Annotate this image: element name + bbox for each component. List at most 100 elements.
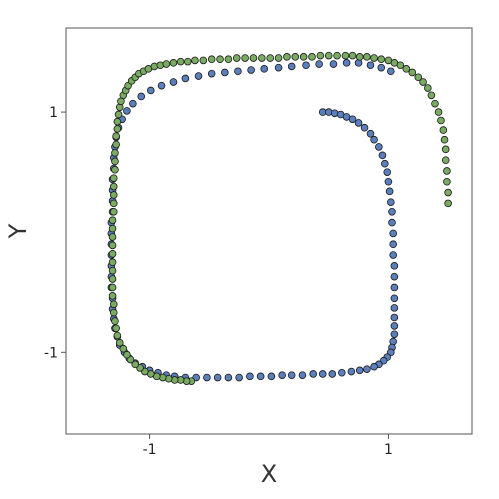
- series-2-point: [308, 53, 316, 61]
- series-2-point: [111, 317, 119, 325]
- series-2-point: [112, 140, 120, 149]
- series-2-point: [431, 99, 439, 108]
- series-1-point: [354, 119, 363, 127]
- series-2-point: [443, 177, 451, 186]
- x-tick-label: 1: [384, 442, 393, 458]
- series-2-point: [266, 54, 274, 62]
- series-1-point: [256, 372, 265, 381]
- series-1-point: [137, 92, 146, 101]
- series-2-point: [162, 60, 171, 68]
- series-2-point: [123, 350, 131, 359]
- series-2-point: [184, 57, 192, 66]
- series-2-point: [108, 258, 117, 267]
- series-2-point: [419, 78, 427, 86]
- series-1-point: [360, 123, 369, 132]
- y-axis-title: Y: [4, 223, 32, 239]
- series-1-point: [370, 135, 378, 144]
- series-2-point: [341, 51, 350, 60]
- series-2-point: [112, 324, 120, 333]
- series-1-point: [384, 177, 393, 186]
- series-2-point: [108, 275, 117, 283]
- y-tick-label: 1: [49, 105, 58, 121]
- series-2-point: [441, 156, 450, 164]
- series-2-point: [224, 55, 233, 64]
- series-2-point: [108, 266, 117, 275]
- series-2-point: [199, 56, 208, 65]
- series-1-point: [298, 371, 307, 379]
- series-2-point: [283, 53, 291, 61]
- series-2-point: [232, 54, 241, 62]
- series-2-point: [119, 344, 128, 353]
- series-1-point: [234, 67, 242, 76]
- series-1-point: [278, 371, 286, 379]
- y-tick-label: -1: [44, 345, 58, 361]
- series-2-point: [299, 53, 308, 61]
- series-2-point: [207, 55, 216, 64]
- series-1-point: [235, 373, 243, 382]
- series-1-point: [388, 207, 396, 216]
- series-2-point: [408, 68, 417, 77]
- series-1-point: [363, 365, 371, 373]
- series-2-point: [115, 338, 124, 347]
- series-1-point: [386, 198, 395, 206]
- series-1-point: [181, 74, 190, 83]
- series-2-point: [109, 199, 118, 208]
- series-1-point: [390, 330, 399, 339]
- series-1-point: [203, 373, 211, 382]
- series-1-point: [354, 59, 363, 67]
- series-2-point: [216, 55, 224, 64]
- series-2-point: [191, 56, 199, 65]
- series-2-point: [131, 360, 140, 369]
- series-1-point: [378, 151, 387, 160]
- series-2-point: [437, 116, 445, 125]
- series-2-point: [444, 188, 452, 197]
- series-1-point: [370, 362, 378, 371]
- series-2-point: [109, 300, 118, 309]
- series-2-point: [440, 135, 449, 144]
- series-1-point: [315, 60, 323, 68]
- series-2-point: [176, 57, 185, 66]
- series-2-point: [333, 51, 341, 60]
- series-2-point: [377, 55, 386, 64]
- series-1-point: [213, 373, 222, 382]
- series-1-point: [366, 129, 375, 138]
- series-1-point: [267, 372, 276, 381]
- series-2-point: [274, 54, 283, 62]
- series-1-point: [123, 107, 131, 115]
- series-2-point: [439, 126, 448, 134]
- series-1-point: [381, 159, 389, 168]
- series-2-point: [316, 51, 325, 60]
- series-2-point: [414, 73, 423, 82]
- series-1-point: [366, 61, 375, 70]
- series-2-point: [114, 110, 123, 119]
- series-2-point: [112, 132, 120, 140]
- series-2-point: [108, 250, 117, 258]
- series-1-point: [355, 366, 364, 375]
- series-1-point: [129, 99, 137, 108]
- series-1-point: [377, 63, 386, 72]
- series-1-point: [390, 283, 399, 292]
- series-2-point: [258, 54, 266, 62]
- series-2-point: [108, 224, 117, 233]
- series-2-point: [115, 103, 124, 112]
- y-axis-ticks: -1 1: [44, 105, 66, 361]
- series-1-point: [246, 372, 254, 381]
- series-1-point: [386, 67, 395, 76]
- series-1-point: [247, 66, 255, 74]
- series-1-point: [318, 370, 327, 378]
- series-2-point: [402, 65, 411, 73]
- series-1-point: [348, 115, 357, 124]
- series-2-point: [111, 157, 119, 166]
- series-2-point: [113, 331, 122, 340]
- series-1-point: [328, 370, 337, 378]
- series-2-point: [355, 53, 364, 61]
- series-1-point: [309, 370, 317, 378]
- data-points: [107, 51, 452, 385]
- series-1-point: [221, 68, 229, 77]
- series-2-point: [444, 199, 452, 208]
- series-1-point: [383, 168, 392, 176]
- series-2-point: [434, 108, 443, 116]
- series-2-point: [291, 53, 300, 61]
- series-2-point: [113, 117, 122, 126]
